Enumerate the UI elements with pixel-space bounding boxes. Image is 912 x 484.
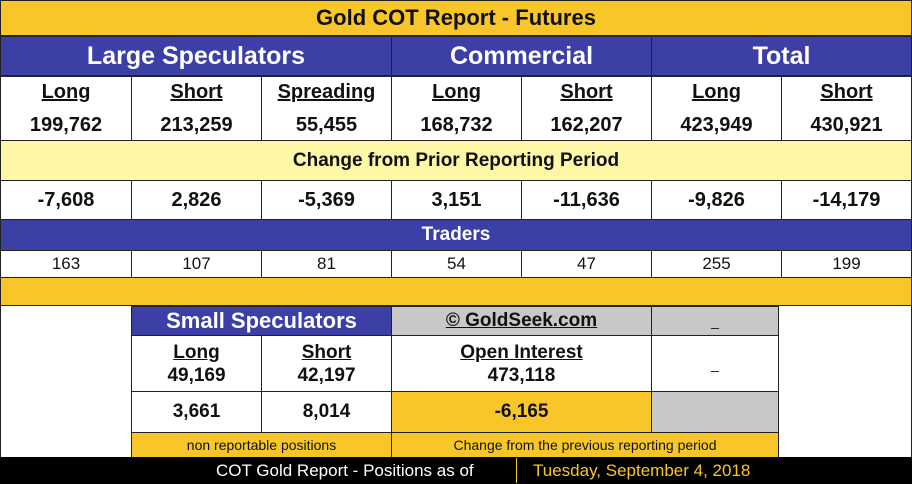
small-specs-note: non reportable positions bbox=[131, 432, 392, 458]
small-specs-short: Short 42,197 bbox=[261, 335, 392, 392]
traders-commercial-short: 47 bbox=[521, 250, 652, 278]
open-interest-change: -6,165 bbox=[391, 391, 652, 433]
change-band: Change from Prior Reporting Period bbox=[0, 140, 912, 181]
header-large-long: Long bbox=[41, 80, 91, 103]
change-commercial-long: 3,151 bbox=[391, 180, 522, 220]
open-interest: Open Interest 473,118 bbox=[391, 335, 652, 392]
placeholder-cell-middle: _ bbox=[651, 335, 779, 392]
change-total-short: -14,179 bbox=[781, 180, 912, 220]
col-large-short: Short 213,259 bbox=[131, 76, 262, 141]
small-speculators-title: Small Speculators bbox=[131, 306, 392, 336]
change-large-spreading: -5,369 bbox=[261, 180, 392, 220]
header-total-short: Short bbox=[820, 80, 873, 103]
open-interest-note: Change from the previous reporting perio… bbox=[391, 432, 779, 458]
value-commercial-short: 162,207 bbox=[550, 113, 623, 136]
change-large-long: -7,608 bbox=[0, 180, 132, 220]
traders-total-long: 255 bbox=[651, 250, 782, 278]
traders-commercial-long: 54 bbox=[391, 250, 522, 278]
value-commercial-long: 168,732 bbox=[420, 113, 493, 136]
col-large-long: Long 199,762 bbox=[0, 76, 132, 141]
small-specs-long: Long 49,169 bbox=[131, 335, 262, 392]
value-large-spreading: 55,455 bbox=[295, 113, 358, 136]
value-total-long: 423,949 bbox=[680, 113, 753, 136]
header-commercial-long: Long bbox=[432, 80, 481, 103]
small-specs-short-label: Short bbox=[301, 341, 352, 363]
report-title: Gold COT Report - Futures bbox=[0, 0, 912, 36]
footer-label: COT Gold Report - Positions as of bbox=[216, 461, 474, 480]
value-total-short: 430,921 bbox=[810, 113, 883, 136]
header-large-short: Short bbox=[170, 80, 223, 103]
traders-total-short: 199 bbox=[781, 250, 912, 278]
col-commercial-short: Short 162,207 bbox=[521, 76, 652, 141]
col-total-long: Long 423,949 bbox=[651, 76, 782, 141]
traders-band: Traders bbox=[0, 219, 912, 251]
open-interest-label: Open Interest bbox=[460, 341, 583, 363]
value-large-short: 213,259 bbox=[160, 113, 233, 136]
open-interest-value: 473,118 bbox=[487, 364, 556, 386]
col-total-short: Short 430,921 bbox=[781, 76, 912, 141]
change-large-short: 2,826 bbox=[131, 180, 262, 220]
separator-band bbox=[0, 277, 912, 306]
placeholder-cell-top: _ bbox=[651, 306, 779, 336]
change-total-long: -9,826 bbox=[651, 180, 782, 220]
header-commercial-short: Short bbox=[560, 80, 613, 103]
col-large-spreading: Spreading 55,455 bbox=[261, 76, 392, 141]
group-commercial: Commercial bbox=[391, 36, 652, 76]
footer-bar: COT Gold Report - Positions as of Tuesda… bbox=[0, 457, 912, 484]
header-total-long: Long bbox=[692, 80, 741, 103]
header-large-spreading: Spreading bbox=[277, 80, 376, 103]
footer-date: Tuesday, September 4, 2018 bbox=[533, 461, 751, 480]
traders-large-spreading: 81 bbox=[261, 250, 392, 278]
traders-large-long: 163 bbox=[0, 250, 132, 278]
copyright-cell: © GoldSeek.com bbox=[391, 306, 652, 336]
col-commercial-long: Long 168,732 bbox=[391, 76, 522, 141]
placeholder-cell-bottom bbox=[651, 391, 779, 433]
change-commercial-short: -11,636 bbox=[521, 180, 652, 220]
small-specs-short-value: 42,197 bbox=[297, 364, 356, 386]
small-specs-long-change: 3,661 bbox=[131, 391, 262, 433]
group-large-speculators: Large Speculators bbox=[0, 36, 392, 76]
value-large-long: 199,762 bbox=[29, 113, 103, 136]
small-specs-short-change: 8,014 bbox=[261, 391, 392, 433]
traders-large-short: 107 bbox=[131, 250, 262, 278]
small-specs-long-label: Long bbox=[173, 341, 220, 363]
copyright-text: © GoldSeek.com bbox=[445, 310, 598, 331]
footer-divider bbox=[516, 458, 517, 483]
small-specs-long-value: 49,169 bbox=[167, 364, 226, 386]
group-total: Total bbox=[651, 36, 912, 76]
